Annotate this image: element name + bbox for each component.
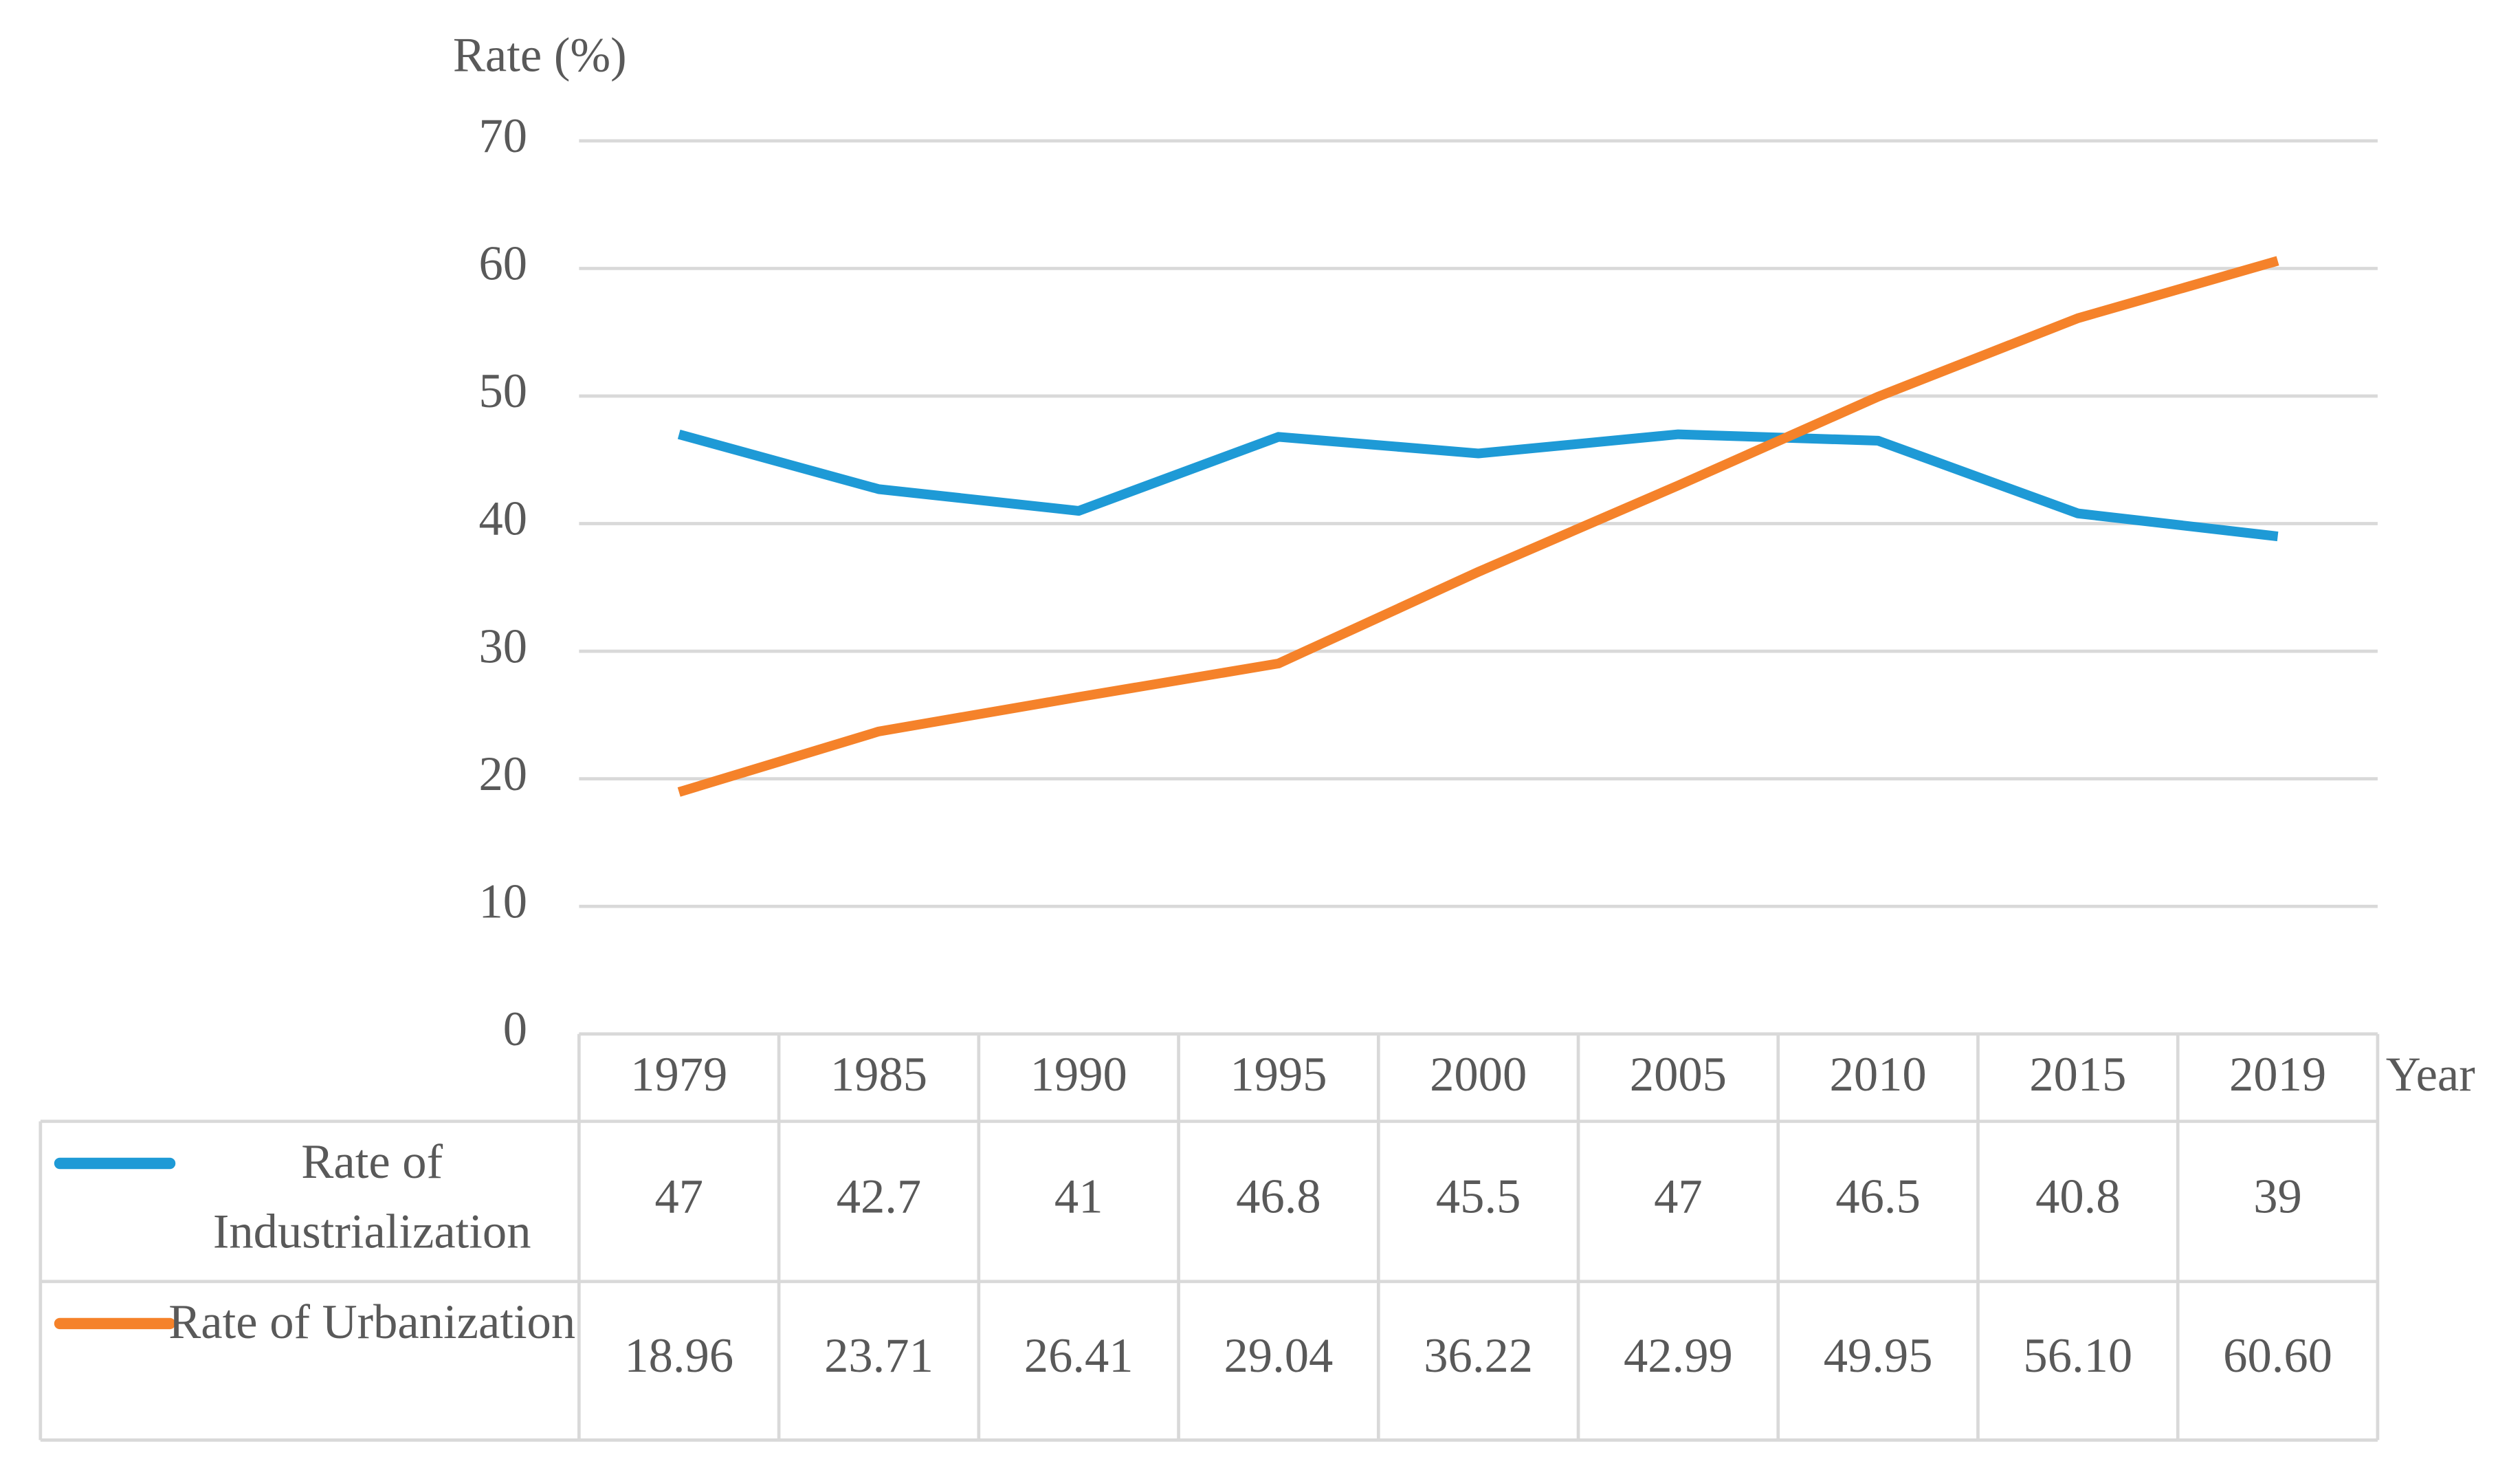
table-value: 42.7 [837,1170,922,1223]
table-value: 47 [654,1170,703,1223]
y-tick-label: 50 [479,364,528,418]
y-tick-label: 10 [479,875,528,928]
y-tick-label: 70 [479,109,528,163]
table-value: 60.60 [2223,1329,2332,1383]
y-tick-label: 40 [479,492,528,546]
y-tick-label: 30 [479,620,528,673]
table-value: 45.5 [1436,1170,1521,1223]
series-line [677,429,2279,542]
table-value: 56.10 [2023,1329,2132,1383]
table-value: 39 [2253,1170,2302,1223]
x-tick-label: 2005 [1630,1048,1727,1102]
legend-cell: Rate of Urbanization [168,1295,576,1350]
x-tick-label: 2015 [2029,1048,2126,1102]
table-value: 18.96 [624,1329,733,1383]
x-tick-label: 2019 [2229,1048,2326,1102]
x-axis-label: Year [2386,1048,2475,1102]
legend-cell: Rate of Industrialization [212,1135,531,1259]
y-tick-label: 60 [479,237,528,291]
table-value: 36.22 [1424,1329,1533,1383]
table-value: 40.8 [2035,1170,2121,1223]
legend-label: Rate of Industrialization [212,1135,531,1259]
x-tick-label: 1995 [1230,1048,1327,1102]
y-axis-label: Rate (%) [453,28,627,82]
table-value: 42.99 [1624,1329,1733,1383]
table-value: 29.04 [1224,1329,1334,1383]
table-value: 46.5 [1835,1170,1921,1223]
x-tick-label: 1985 [830,1048,927,1102]
table-value: 46.8 [1236,1170,1321,1223]
x-tick-label: 1979 [630,1048,727,1102]
table-value: 41 [1054,1170,1103,1223]
y-tick-label: 20 [479,747,528,801]
x-tick-label: 1990 [1030,1048,1127,1102]
x-tick-label: 2000 [1430,1048,1527,1102]
x-tick-label: 2010 [1830,1048,1927,1102]
table-value: 23.71 [824,1329,933,1383]
legend-label: Rate of Urbanization [168,1295,576,1350]
y-tick-label: 0 [503,1003,527,1056]
table-value: 47 [1654,1170,1703,1223]
table-value: 49.95 [1824,1329,1933,1383]
table-value: 26.41 [1024,1329,1134,1383]
series-line [677,256,2279,797]
